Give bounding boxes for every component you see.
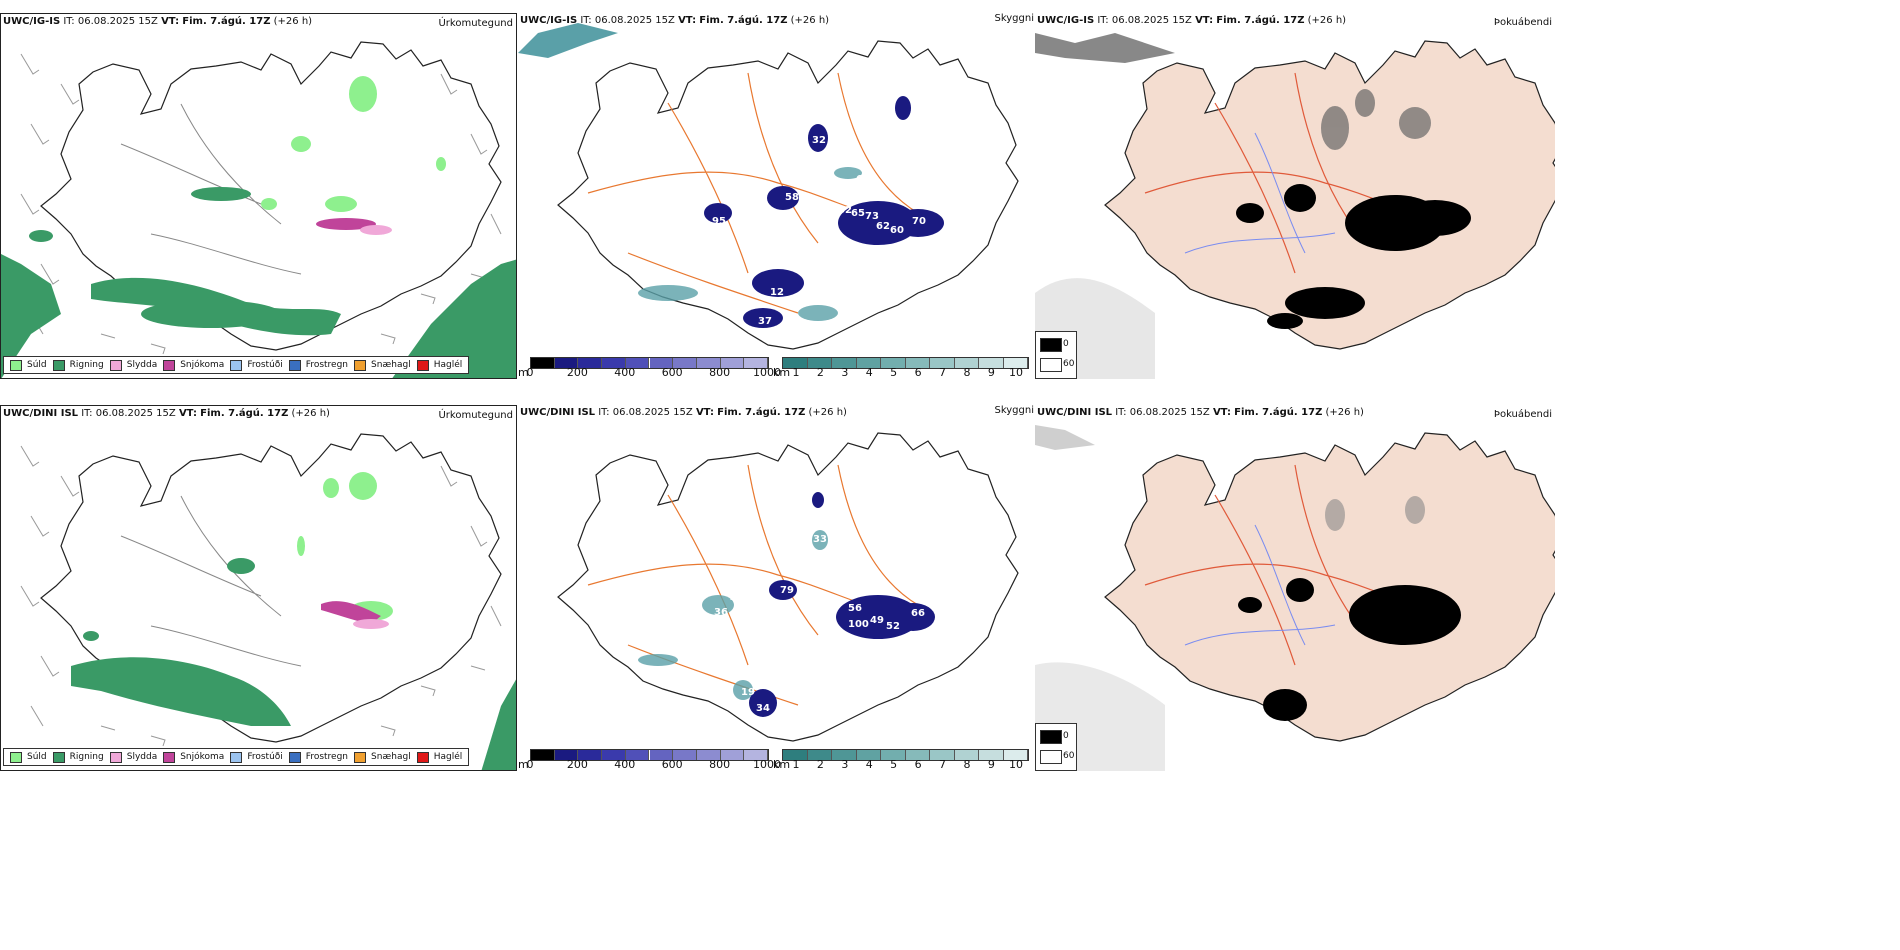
vis-value: 80: [733, 196, 747, 207]
precip-title: Úrkomutegund: [438, 18, 513, 29]
vis-value: 34: [756, 703, 770, 714]
vis-value: 70: [912, 216, 926, 227]
precip-header: UWC/IG-IS IT: 06.08.2025 15Z VT: Fim. 7.…: [3, 16, 313, 27]
legend-swatch: [109, 751, 122, 763]
vis-value: 19: [741, 687, 755, 698]
km-unit: km: [773, 366, 791, 379]
visibility-title: Skyggni: [994, 405, 1034, 416]
precip-legend: Súld Rigning Slydda Snjókoma Frostúði Fr…: [3, 748, 470, 766]
vis-value: 10: [818, 599, 832, 610]
km-colorbar: [782, 749, 1029, 761]
precip-map: [1, 14, 516, 378]
fog-legend-swatch: [1040, 338, 1062, 352]
visibility-map: 58 80 95 63 62 65 73 62 60 70 32 12 46 3…: [518, 23, 1019, 350]
legend-swatch: [163, 751, 176, 763]
vis-value: 60: [890, 225, 904, 236]
legend-swatch: [52, 359, 65, 371]
fog-header: UWC/IG-IS IT: 06.08.2025 15Z VT: Fim. 7.…: [1037, 15, 1347, 26]
legend-swatch: [10, 751, 22, 763]
vis-value: 42: [730, 593, 744, 604]
legend-swatch: [416, 751, 429, 763]
fog-legend: 0 60: [1035, 331, 1077, 379]
legend-swatch: [230, 751, 243, 763]
vis-value: 56: [848, 603, 862, 614]
visibility-header: UWC/DINI ISL IT: 06.08.2025 15Z VT: Fim.…: [520, 407, 847, 418]
vis-value: 33: [813, 534, 827, 545]
height-unit: m: [518, 366, 529, 379]
legend-swatch: [230, 359, 243, 371]
vis-value: 65: [851, 208, 865, 219]
legend-swatch: [354, 359, 367, 371]
fog-panel-row2: UWC/DINI ISL IT: 06.08.2025 15Z VT: Fim.…: [1035, 405, 1555, 771]
precip-header: UWC/DINI ISL IT: 06.08.2025 15Z VT: Fim.…: [3, 408, 330, 419]
precip-legend: Súld Rigning Slydda Snjókoma Frostúði Fr…: [3, 356, 470, 374]
fog-legend-swatch: [1040, 358, 1062, 372]
legend-swatch: [10, 359, 22, 371]
fog-title: Þokuábendi: [1493, 409, 1552, 420]
fog-header: UWC/DINI ISL IT: 06.08.2025 15Z VT: Fim.…: [1037, 407, 1364, 418]
km-ticks: 1 2 3 4 5 6 7 8 9 10: [792, 366, 1024, 379]
legend-swatch: [288, 359, 301, 371]
km-ticks: 1 2 3 4 5 6 7 8 9 10: [792, 758, 1024, 771]
vis-value: 49: [870, 615, 884, 626]
visibility-map: 79 42 36 33 56 100 49 52 66 10 19 34: [557, 432, 1019, 742]
legend-swatch: [416, 359, 429, 371]
fog-panel-row1: UWC/IG-IS IT: 06.08.2025 15Z VT: Fim. 7.…: [1035, 13, 1555, 379]
fog-map: [1035, 405, 1555, 771]
visibility-title: Skyggni: [994, 13, 1034, 24]
vis-value: 36: [714, 607, 728, 618]
fog-legend-swatch: [1040, 750, 1062, 764]
legend-swatch: [288, 751, 301, 763]
height-unit: m: [518, 758, 529, 771]
legend-swatch: [52, 751, 65, 763]
vis-value: 52: [886, 621, 900, 632]
legend-swatch: [109, 359, 122, 371]
vis-value: 58: [785, 192, 799, 203]
vis-value: 62: [876, 221, 890, 232]
precip-map: [1, 406, 516, 770]
vis-value: 79: [780, 585, 794, 596]
vis-value: 66: [911, 608, 925, 619]
height-colorbar: [530, 749, 769, 761]
visibility-panel-row2: 79 42 36 33 56 100 49 52 66 10 19 34 UWC…: [518, 405, 1034, 771]
fog-title: Þokuábendi: [1493, 17, 1552, 28]
vis-value: 95: [712, 216, 726, 227]
fog-legend-swatch: [1040, 730, 1062, 744]
precip-panel-row1: UWC/IG-IS IT: 06.08.2025 15Z VT: Fim. 7.…: [0, 13, 517, 379]
height-ticks: 0 200 400 600 800 1000: [526, 366, 782, 379]
km-colorbar: [782, 357, 1029, 369]
height-ticks: 0 200 400 600 800 1000: [526, 758, 782, 771]
precip-panel-row2: UWC/DINI ISL IT: 06.08.2025 15Z VT: Fim.…: [0, 405, 517, 771]
vis-value: 62: [838, 205, 852, 216]
precip-title: Úrkomutegund: [438, 410, 513, 421]
vis-value: 12: [770, 287, 784, 298]
vis-value: 73: [865, 211, 879, 222]
fog-legend: 0 60: [1035, 723, 1077, 771]
fog-map: [1035, 13, 1555, 379]
vis-value: 100: [848, 619, 869, 630]
vis-value: 46: [806, 285, 820, 296]
km-unit: km: [773, 758, 791, 771]
vis-value: 63: [856, 174, 870, 185]
visibility-panel-row1: 58 80 95 63 62 65 73 62 60 70 32 12 46 3…: [518, 13, 1034, 379]
visibility-header: UWC/IG-IS IT: 06.08.2025 15Z VT: Fim. 7.…: [520, 15, 830, 26]
vis-value: 32: [812, 135, 826, 146]
legend-swatch: [354, 751, 367, 763]
height-colorbar: [530, 357, 769, 369]
vis-value: 37: [758, 316, 772, 327]
legend-swatch: [163, 359, 176, 371]
